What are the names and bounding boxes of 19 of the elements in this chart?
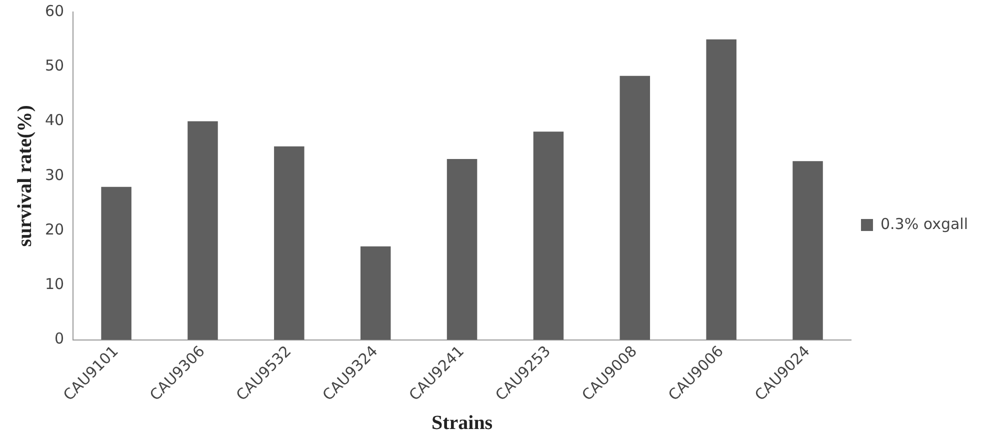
bar — [533, 132, 564, 340]
bar — [446, 158, 478, 340]
y-tick-label: 20 — [44, 220, 64, 238]
y-tick-label: 30 — [44, 166, 64, 184]
bar — [101, 186, 132, 340]
bar — [706, 39, 736, 340]
y-tick-label: 0 — [54, 330, 64, 348]
bar — [188, 121, 218, 340]
bar — [620, 76, 650, 340]
y-tick-label: 50 — [44, 56, 64, 75]
legend-label: 0.3% oxgall — [880, 214, 968, 233]
y-axis-title: survival rate(%) — [14, 105, 36, 247]
bar — [274, 146, 304, 340]
y-tick-label: 10 — [44, 275, 64, 294]
x-axis-title: Strains — [431, 412, 493, 434]
y-tick-label: 60 — [44, 2, 64, 20]
bar — [360, 246, 391, 340]
y-tick-label: 40 — [44, 111, 64, 130]
bar — [792, 161, 823, 340]
